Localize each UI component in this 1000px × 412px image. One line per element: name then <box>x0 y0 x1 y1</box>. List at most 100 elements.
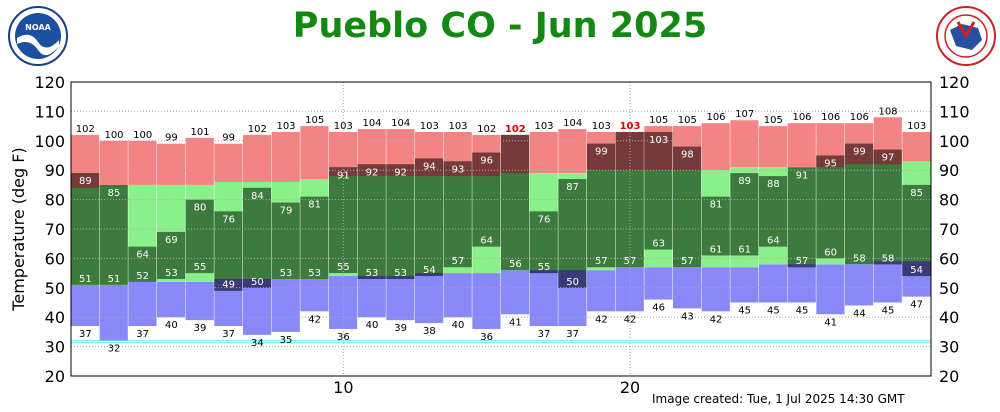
x-tick-label: 10 <box>333 378 353 397</box>
observed-high-label: 89 <box>79 176 92 187</box>
above-normal-bar <box>386 164 415 177</box>
observed-range-bar <box>214 211 243 291</box>
record-low-bar <box>644 267 673 300</box>
observed-high-label: 76 <box>538 214 551 225</box>
observed-high-label: 85 <box>910 188 923 199</box>
record-low-label: 35 <box>280 335 293 346</box>
observed-high-label: 91 <box>337 170 350 181</box>
record-high-label: 104 <box>362 118 381 129</box>
y-tick-label-left: 30 <box>45 338 65 357</box>
record-low-bar <box>71 284 100 327</box>
y-tick-label-left: 100 <box>34 132 65 151</box>
record-low-label: 45 <box>796 306 809 317</box>
observed-high-label: 84 <box>251 191 264 202</box>
below-normal-bar <box>787 264 817 268</box>
observed-low-label: 57 <box>595 256 608 267</box>
observed-range-bar <box>386 164 415 279</box>
observed-high-label: 92 <box>394 167 407 178</box>
y-tick-label-right: 30 <box>939 338 959 357</box>
observed-high-label: 89 <box>738 176 751 187</box>
observed-low-label: 57 <box>681 256 694 267</box>
observed-low-label: 53 <box>308 268 321 279</box>
observed-low-label: 53 <box>280 268 293 279</box>
record-high-label: 103 <box>448 121 467 132</box>
observed-high-label: 103 <box>649 135 668 146</box>
record-high-label: 106 <box>792 112 811 123</box>
record-low-label: 40 <box>165 320 178 331</box>
record-low-label: 37 <box>566 329 579 340</box>
above-normal-bar <box>71 173 100 188</box>
record-low-bar <box>386 276 415 321</box>
record-low-label: 44 <box>853 308 866 319</box>
record-low-label: 43 <box>681 311 694 322</box>
y-tick-label-right: 70 <box>939 220 959 239</box>
above-normal-bar <box>644 131 673 171</box>
above-normal-bar <box>673 146 702 171</box>
record-low-bar <box>157 281 186 318</box>
y-tick-label-left: 20 <box>45 367 65 386</box>
record-high-label: 103 <box>534 121 553 132</box>
observed-low-label: 58 <box>882 253 895 264</box>
y-tick-label-left: 80 <box>45 191 65 210</box>
record-low-bar <box>587 270 616 312</box>
observed-low-label: 57 <box>624 256 637 267</box>
observed-low-label: 54 <box>423 265 436 276</box>
above-normal-bar <box>415 158 444 177</box>
record-low-bar <box>816 264 845 315</box>
above-normal-bar <box>329 167 358 177</box>
observed-range-bar <box>759 176 788 247</box>
observed-low-label: 64 <box>480 236 493 247</box>
observed-low-label: 53 <box>366 268 379 279</box>
y-axis-label: Temperature (deg F) <box>9 147 28 311</box>
observed-high-label: 99 <box>853 147 866 158</box>
record-high-label: 99 <box>222 133 235 144</box>
record-high-label: 103 <box>276 121 295 132</box>
y-tick-label-left: 40 <box>45 308 65 327</box>
observed-range-bar <box>357 164 387 279</box>
record-high-label: 102 <box>248 124 267 135</box>
record-low-label: 45 <box>738 306 751 317</box>
observed-high-label: 95 <box>824 159 837 170</box>
record-low-bar <box>329 276 358 329</box>
record-low-bar <box>99 284 129 341</box>
record-low-label: 37 <box>538 329 551 340</box>
y-tick-label-right: 100 <box>939 132 970 151</box>
record-low-label: 37 <box>222 329 235 340</box>
y-tick-label-right: 80 <box>939 191 959 210</box>
y-tick-label-left: 90 <box>45 161 65 180</box>
observed-high-label: 96 <box>480 156 493 167</box>
record-low-bar <box>415 273 444 324</box>
observed-range-bar <box>787 167 817 268</box>
observed-high-label: 85 <box>108 188 121 199</box>
record-low-label: 41 <box>509 317 522 328</box>
record-low-label: 42 <box>624 314 637 325</box>
record-high-label: 104 <box>563 118 582 129</box>
observed-low-label: 50 <box>251 277 264 288</box>
observed-low-label: 57 <box>452 256 465 267</box>
record-high-label: 106 <box>850 112 869 123</box>
record-low-bar <box>730 267 759 303</box>
y-tick-label-left: 60 <box>45 249 65 268</box>
record-low-bar <box>501 270 530 315</box>
record-low-bar <box>472 273 501 329</box>
record-high-label: 105 <box>649 115 668 126</box>
x-tick-label: 20 <box>620 378 640 397</box>
observed-low-label: 58 <box>853 253 866 264</box>
observed-low-label: 51 <box>79 274 92 285</box>
record-low-label: 32 <box>108 344 121 355</box>
record-low-bar <box>300 278 329 312</box>
record-high-bar <box>128 140 157 185</box>
record-high-bar <box>730 120 759 168</box>
record-high-label: 103 <box>592 121 611 132</box>
observed-high-label: 94 <box>423 161 436 172</box>
below-normal-bar <box>243 278 272 288</box>
record-high-label: 106 <box>706 112 725 123</box>
record-high-label: 106 <box>821 112 840 123</box>
below-normal-bar <box>873 261 903 265</box>
observed-low-label: 52 <box>136 271 149 282</box>
observed-high-label: 80 <box>194 203 207 214</box>
observed-low-label: 49 <box>222 280 235 291</box>
record-low-label: 42 <box>595 314 608 325</box>
observed-low-label: 55 <box>194 262 207 273</box>
record-low-bar <box>787 264 817 303</box>
